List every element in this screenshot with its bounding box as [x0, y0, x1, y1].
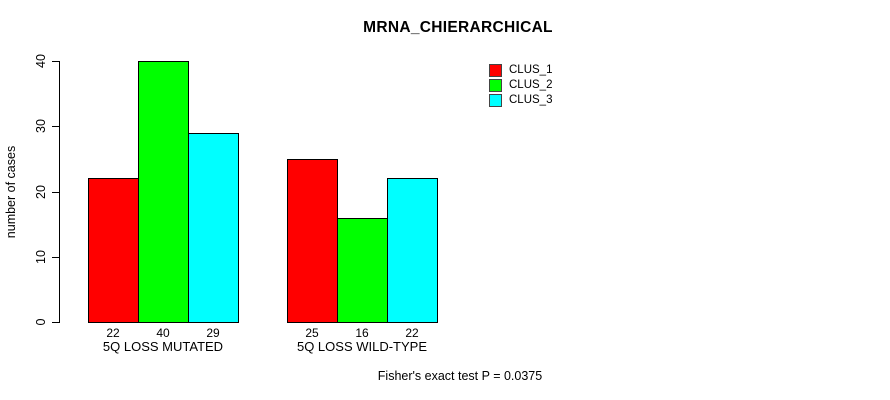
bar-value-label: 25 — [305, 326, 319, 340]
legend-item: CLUS_2 — [489, 78, 552, 93]
legend-label: CLUS_2 — [509, 78, 553, 91]
legend-item: CLUS_3 — [489, 93, 552, 108]
y-tick-label: 10 — [33, 250, 48, 264]
y-tick-label: 40 — [33, 54, 48, 68]
category-label: 5Q LOSS MUTATED — [102, 339, 224, 354]
bar-clus_1-0 — [88, 178, 139, 323]
legend-swatch — [489, 64, 502, 77]
legend-label: CLUS_3 — [509, 93, 553, 106]
legend-label: CLUS_1 — [509, 63, 553, 76]
y-tick-label: 0 — [33, 318, 48, 326]
legend-swatch — [489, 79, 502, 92]
legend-swatch — [489, 94, 502, 107]
y-tick-label: 30 — [33, 119, 48, 133]
bar-clus_2-0 — [138, 61, 189, 323]
y-tick — [52, 126, 59, 127]
stat-text: Fisher's exact test P = 0.0375 — [377, 369, 543, 383]
bar-value-label: 22 — [405, 326, 419, 340]
y-tick — [52, 322, 59, 323]
y-tick — [52, 192, 59, 193]
bar-value-label: 22 — [106, 326, 120, 340]
bar-value-label: 40 — [156, 326, 170, 340]
y-axis-label: number of cases — [4, 145, 18, 239]
y-tick-label: 20 — [33, 185, 48, 199]
bar-value-label: 29 — [206, 326, 220, 340]
bar-clus_3-0 — [188, 133, 239, 323]
legend: CLUS_1 CLUS_2 CLUS_3 — [489, 63, 552, 108]
bar-clus_2-1 — [337, 218, 388, 323]
chart-title: MRNA_CHIERARCHICAL — [363, 19, 553, 36]
bar-value-label: 16 — [355, 326, 369, 340]
y-tick — [52, 257, 59, 258]
y-axis-line — [59, 61, 60, 323]
y-tick — [52, 61, 59, 62]
bar-clus_1-1 — [287, 159, 338, 323]
legend-item: CLUS_1 — [489, 63, 552, 78]
bar-clus_3-1 — [387, 178, 438, 323]
category-label: 5Q LOSS WILD-TYPE — [296, 339, 428, 354]
